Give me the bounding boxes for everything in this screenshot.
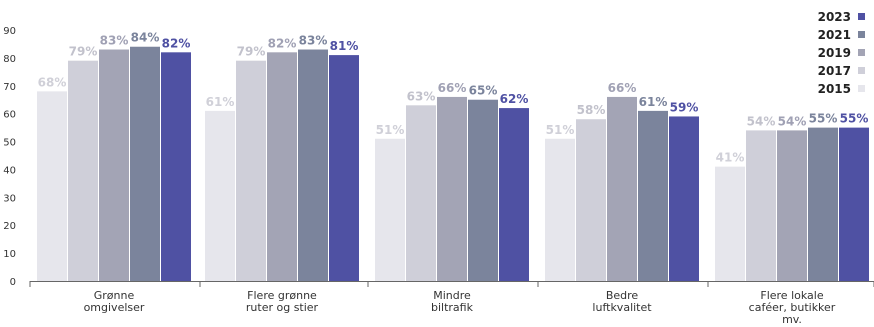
bar xyxy=(715,166,745,281)
x-tick-label: Flere grønne ruter og stier xyxy=(246,289,319,314)
data-label: 66% xyxy=(608,81,637,95)
y-tick-label: 90 xyxy=(3,26,16,37)
data-label: 61% xyxy=(639,95,668,109)
y-tick-label: 50 xyxy=(3,138,16,149)
data-label: 79% xyxy=(237,45,266,59)
bar xyxy=(68,60,98,281)
bar xyxy=(161,52,191,281)
y-tick-label: 70 xyxy=(3,82,16,93)
data-label: 83% xyxy=(100,34,129,48)
data-label: 81% xyxy=(330,39,359,53)
legend-label: 2019 xyxy=(818,46,851,60)
x-tick-label: Bedre luftkvalitet xyxy=(592,289,652,314)
bar xyxy=(499,108,529,281)
bars: 68%79%83% 84% 82%61%79%82% 83% 81%51%63%66% 6… xyxy=(37,31,869,282)
data-label: 54% xyxy=(747,114,776,128)
bar xyxy=(406,105,436,281)
data-label: 79% xyxy=(69,45,98,59)
y-tick-label: 10 xyxy=(3,249,16,260)
bar xyxy=(437,96,467,281)
y-tick-label: 80 xyxy=(3,54,16,65)
bar xyxy=(37,91,67,281)
legend-label: 2023 xyxy=(818,10,851,24)
y-tick-label: 30 xyxy=(3,193,16,204)
data-label: 55% xyxy=(809,112,838,126)
bar xyxy=(329,55,359,281)
bar xyxy=(839,127,869,281)
data-label: 61% xyxy=(206,95,235,109)
legend-swatch xyxy=(858,49,865,56)
data-label: 51% xyxy=(376,123,405,137)
bar xyxy=(669,116,699,281)
data-label: 66% xyxy=(438,81,467,95)
bar xyxy=(777,130,807,281)
data-label: 62% xyxy=(500,92,529,106)
legend-swatch xyxy=(858,31,865,38)
bar xyxy=(205,110,235,281)
x-axis: Grønne omgivelser Flere grønne ruter og sti… xyxy=(29,281,874,326)
bar xyxy=(468,99,498,281)
y-axis: 0 10 20 30 40 50 60 70 80 90 xyxy=(3,26,16,288)
x-tick-label: Grønne omgivelser xyxy=(84,289,145,314)
bar xyxy=(808,127,838,281)
bar xyxy=(607,96,637,281)
legend-label: 2017 xyxy=(818,64,851,78)
data-label: 51% xyxy=(546,123,575,137)
data-label: 65% xyxy=(469,84,498,98)
data-label: 82% xyxy=(162,36,191,50)
data-label: 54% xyxy=(778,114,807,128)
legend-swatch xyxy=(858,67,865,74)
legend: 2023 2021 2019 2017 2015 xyxy=(818,10,865,96)
data-label: 41% xyxy=(716,151,745,165)
data-label: 82% xyxy=(268,36,297,50)
bar xyxy=(545,138,575,281)
data-label: 84% xyxy=(131,31,160,45)
bar xyxy=(267,52,297,281)
legend-swatch xyxy=(858,85,865,92)
bar xyxy=(576,119,606,281)
legend-label: 2015 xyxy=(818,82,851,96)
x-tick-label: Mindre biltrafik xyxy=(431,289,474,314)
legend-label: 2021 xyxy=(818,28,851,42)
y-tick-label: 60 xyxy=(3,110,16,121)
bar xyxy=(746,130,776,281)
bar xyxy=(638,110,668,281)
bar xyxy=(99,49,129,282)
data-label: 83% xyxy=(299,34,328,48)
x-tick-label: Flere lokale caféer, butikker mv. xyxy=(749,289,836,326)
data-label: 59% xyxy=(670,100,699,114)
bar xyxy=(130,46,160,281)
legend-swatch xyxy=(858,13,865,20)
data-label: 68% xyxy=(38,75,67,89)
y-tick-label: 20 xyxy=(3,221,16,232)
data-label: 55% xyxy=(840,112,869,126)
data-label: 63% xyxy=(407,89,436,103)
data-label: 58% xyxy=(577,103,606,117)
bar xyxy=(298,49,328,282)
bar xyxy=(375,138,405,281)
bar xyxy=(236,60,266,281)
y-tick-label: 40 xyxy=(3,165,16,176)
y-tick-label: 0 xyxy=(10,277,16,288)
